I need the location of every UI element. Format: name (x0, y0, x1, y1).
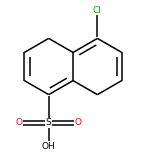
Text: S: S (46, 118, 52, 127)
Text: O: O (75, 118, 82, 127)
Text: Cl: Cl (93, 6, 102, 15)
Text: OH: OH (42, 142, 56, 151)
Text: O: O (16, 118, 23, 127)
